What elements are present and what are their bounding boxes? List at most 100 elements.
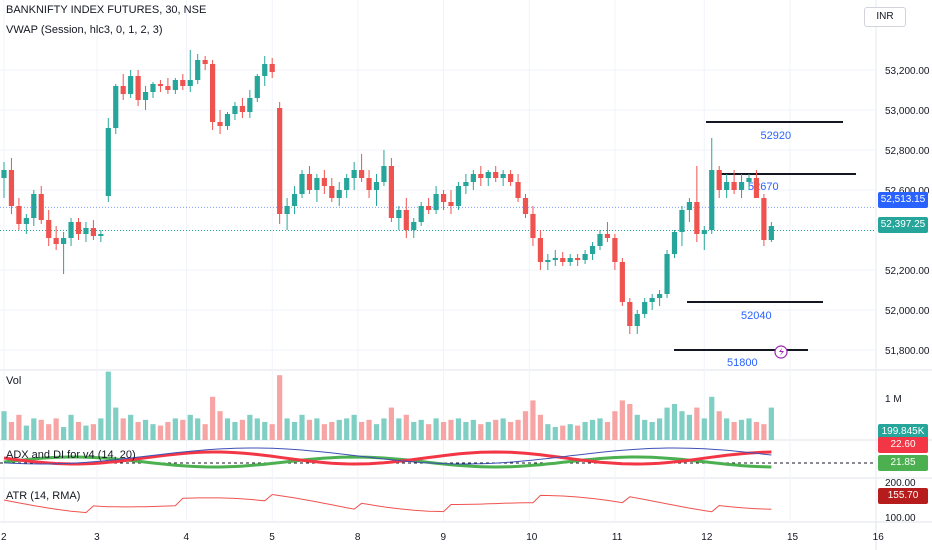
- candle-body: [642, 302, 648, 314]
- candle-body: [202, 60, 208, 64]
- candle-body: [463, 182, 469, 186]
- adx-series: [0, 447, 876, 469]
- volume-bar: [716, 411, 722, 440]
- candle-body: [664, 254, 670, 294]
- atr-legend[interactable]: ATR (14, RMA): [6, 490, 81, 502]
- candle-body: [254, 76, 260, 98]
- volume-bar: [217, 411, 223, 440]
- volume-bar: [46, 424, 52, 440]
- x-tick-label: 2: [1, 532, 7, 543]
- last-price-tag: 52,397.25: [878, 217, 928, 233]
- candle-body: [612, 238, 618, 262]
- candle: [403, 198, 409, 238]
- horizontal-levels: 52920 52670 52040 51800: [674, 121, 856, 369]
- candle-body: [1, 170, 7, 178]
- candle-body: [589, 246, 596, 254]
- price-tick-label: 53,000.00: [885, 106, 930, 117]
- candle-body: [210, 64, 216, 122]
- volume-bar: [403, 414, 409, 440]
- candle-body: [545, 260, 551, 262]
- candle: [411, 218, 417, 238]
- volume-bar: [508, 422, 514, 440]
- candle: [262, 56, 268, 86]
- volume-bar: [16, 414, 22, 440]
- volume-bar: [627, 404, 633, 440]
- volume-bar: [500, 418, 506, 440]
- candle-body: [716, 170, 722, 190]
- chart-title: BANKNIFTY INDEX FUTURES, 30, NSE: [6, 4, 207, 16]
- candle: [642, 298, 648, 318]
- candle-body: [709, 170, 715, 230]
- volume-bar: [761, 424, 767, 440]
- candle: [575, 254, 581, 266]
- candle-body: [649, 298, 655, 302]
- candle-body: [38, 194, 44, 220]
- volume-bar: [269, 424, 275, 440]
- volume-bar: [455, 418, 462, 440]
- candle: [724, 174, 730, 198]
- candle: [671, 230, 678, 258]
- level-label: 52920: [761, 130, 792, 142]
- candle: [485, 170, 491, 186]
- volume-bar: [686, 414, 692, 440]
- price-tick-label: 53,200.00: [885, 66, 930, 77]
- candle: [187, 50, 193, 92]
- candle: [344, 174, 350, 198]
- candle-body: [724, 182, 730, 190]
- volume-bar: [433, 418, 439, 440]
- candle-body: [627, 302, 633, 326]
- x-tick-label: 4: [184, 532, 190, 543]
- volume-bar: [746, 418, 752, 440]
- candle-body: [522, 198, 529, 214]
- volume-bar: [291, 422, 298, 440]
- volume-bar: [277, 375, 283, 440]
- volume-series: [1, 371, 774, 440]
- candle: [8, 158, 15, 214]
- candle: [470, 170, 476, 190]
- volume-bar: [649, 422, 655, 440]
- candle: [768, 222, 774, 242]
- candle: [336, 182, 342, 206]
- volume-bar: [701, 418, 707, 440]
- candle: [619, 258, 625, 306]
- price-tick-label: 52,200.00: [885, 266, 930, 277]
- volume-bar: [530, 400, 536, 440]
- volume-bar: [299, 414, 305, 440]
- candle: [597, 230, 603, 250]
- volume-bar: [485, 422, 491, 440]
- candle: [761, 194, 767, 246]
- adx-legend[interactable]: ADX and DI for v4 (14, 20): [6, 449, 136, 461]
- vwap-legend[interactable]: VWAP (Session, hlc3, 0, 1, 2, 3): [6, 24, 163, 36]
- volume-bar: [657, 418, 663, 440]
- candle-body: [262, 64, 268, 76]
- x-tick-label: 9: [441, 532, 447, 543]
- candle-body: [485, 172, 491, 178]
- volume-bar: [247, 414, 253, 440]
- candle-body: [16, 206, 22, 224]
- volume-bar: [388, 407, 394, 440]
- volume-legend[interactable]: Vol: [6, 375, 22, 387]
- candle: [589, 242, 596, 260]
- candle: [381, 150, 387, 186]
- x-tick-label: 8: [355, 532, 361, 543]
- volume-bar: [634, 414, 640, 440]
- candle-body: [694, 202, 700, 234]
- volume-bar: [23, 425, 29, 440]
- candle: [90, 220, 96, 240]
- candle-body: [597, 234, 603, 246]
- currency-button[interactable]: INR: [864, 7, 906, 27]
- candle: [202, 56, 208, 70]
- candle-body: [686, 202, 692, 210]
- candle-body: [329, 186, 335, 198]
- candle-body: [373, 182, 380, 190]
- volume-bar: [537, 414, 543, 440]
- volume-bar: [1, 411, 7, 440]
- price-tick-label: 52,000.00: [885, 306, 930, 317]
- volume-bar: [589, 419, 596, 440]
- volume-tick-label: 1 M: [885, 394, 902, 405]
- x-tick-label: 3: [94, 532, 100, 543]
- candle-body: [321, 178, 327, 186]
- candle: [269, 58, 275, 78]
- candle: [224, 112, 231, 130]
